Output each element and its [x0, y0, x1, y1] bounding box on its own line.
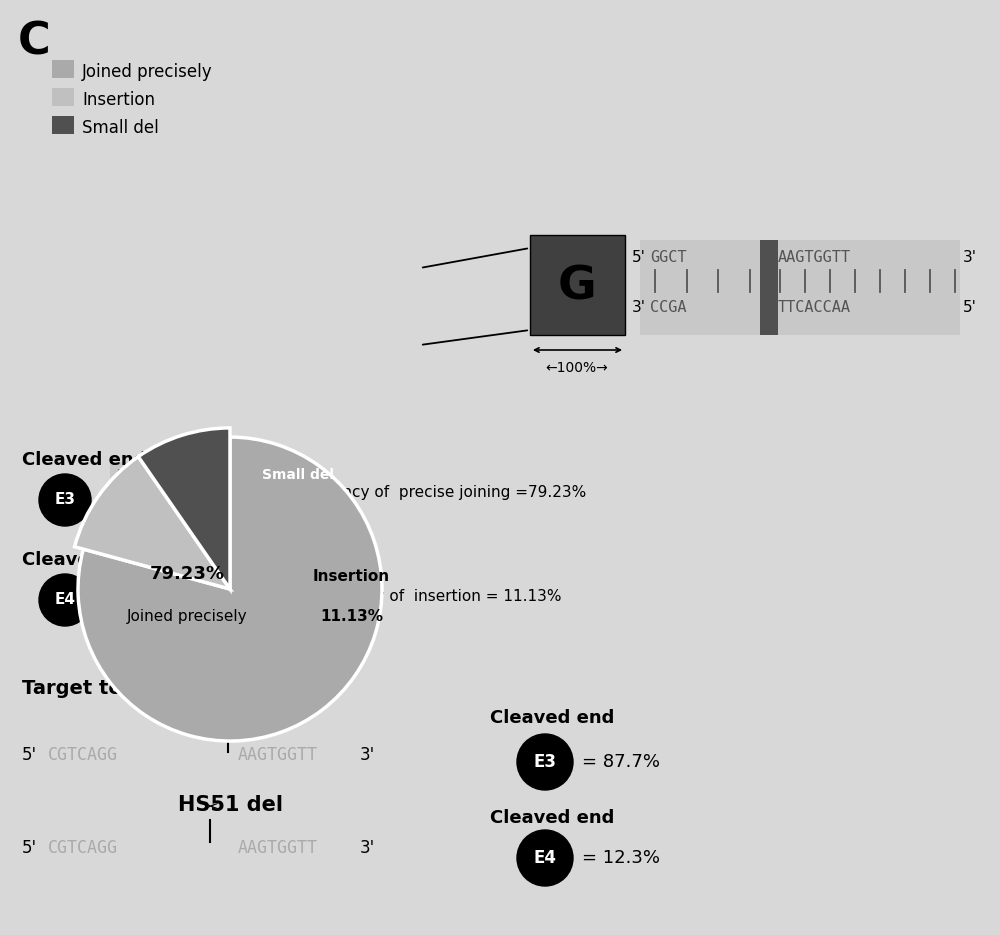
Text: Insertion: Insertion — [82, 91, 155, 109]
Text: AAGTGGTT: AAGTGGTT — [238, 746, 318, 764]
Text: Target to sgRNA2: Target to sgRNA2 — [22, 679, 214, 698]
Text: 3': 3' — [963, 251, 977, 266]
Text: Cleaved end: Cleaved end — [490, 809, 614, 827]
Text: ✂: ✂ — [220, 709, 236, 727]
Text: Small del: Small del — [82, 119, 159, 137]
Text: 5': 5' — [22, 839, 37, 857]
Text: E4: E4 — [534, 849, 556, 867]
Text: CGTCAGG: CGTCAGG — [48, 839, 118, 857]
Text: CCGA: CCGA — [650, 300, 686, 315]
Text: 3': 3' — [360, 839, 375, 857]
Text: Joined precisely: Joined precisely — [82, 63, 213, 81]
Text: = frequency of  insertion = 11.13%: = frequency of insertion = 11.13% — [290, 588, 562, 603]
Text: ←100%→: ←100%→ — [546, 361, 608, 375]
Text: = frequency of  precise joining =79.23%: = frequency of precise joining =79.23% — [275, 485, 586, 500]
Text: = 87.7%: = 87.7% — [582, 753, 660, 771]
Text: E3: E3 — [534, 753, 556, 771]
Text: ✂: ✂ — [202, 798, 218, 817]
Text: AAGTGGTT: AAGTGGTT — [115, 468, 182, 482]
Text: TTCACCAA: TTCACCAA — [778, 300, 851, 315]
Text: AAGTGGTT: AAGTGGTT — [238, 839, 318, 857]
Bar — [52, 60, 74, 78]
Circle shape — [517, 734, 573, 790]
Text: 11.13%: 11.13% — [320, 609, 383, 624]
Text: 3': 3' — [240, 568, 253, 582]
Bar — [530, 235, 625, 335]
Bar — [640, 240, 960, 335]
Circle shape — [517, 830, 573, 886]
Text: = 12.3%: = 12.3% — [582, 849, 660, 867]
Text: TTCACCAA: TTCACCAA — [115, 607, 182, 621]
Text: Cleaved end: Cleaved end — [22, 451, 146, 469]
Text: C: C — [18, 21, 51, 64]
Text: 3': 3' — [225, 468, 238, 482]
Wedge shape — [78, 437, 382, 741]
Circle shape — [39, 474, 91, 526]
Wedge shape — [138, 428, 230, 589]
Text: GAAGTGGTT: GAAGTGGTT — [115, 568, 190, 582]
Text: 5': 5' — [225, 607, 238, 621]
Text: 5': 5' — [632, 251, 646, 266]
Text: 5': 5' — [225, 505, 238, 519]
Text: TTCACCAA: TTCACCAA — [115, 505, 182, 519]
Text: Cleaved end: Cleaved end — [490, 709, 614, 727]
Text: E3: E3 — [54, 493, 76, 508]
Text: 5': 5' — [963, 300, 977, 315]
Circle shape — [39, 574, 91, 626]
Text: 79.23%: 79.23% — [150, 565, 225, 583]
Text: G: G — [558, 265, 596, 309]
Text: AAGTGGTT: AAGTGGTT — [778, 251, 851, 266]
Wedge shape — [75, 456, 230, 589]
Text: Small del: Small del — [262, 468, 334, 482]
Text: 5': 5' — [22, 746, 37, 764]
Text: Joined precisely: Joined precisely — [127, 609, 248, 624]
Bar — [760, 240, 778, 335]
Text: GGCT: GGCT — [650, 251, 686, 266]
Text: HS51 del: HS51 del — [178, 795, 283, 815]
Text: E4: E4 — [54, 593, 76, 608]
Bar — [110, 562, 275, 634]
Text: 3': 3' — [632, 300, 646, 315]
Text: CGTCAGG: CGTCAGG — [48, 746, 118, 764]
Bar — [110, 462, 258, 534]
Text: 3': 3' — [360, 746, 375, 764]
Bar — [52, 88, 74, 106]
Text: Insertion: Insertion — [313, 569, 390, 584]
Text: Cleaved end: Cleaved end — [22, 551, 146, 569]
Bar — [52, 116, 74, 134]
